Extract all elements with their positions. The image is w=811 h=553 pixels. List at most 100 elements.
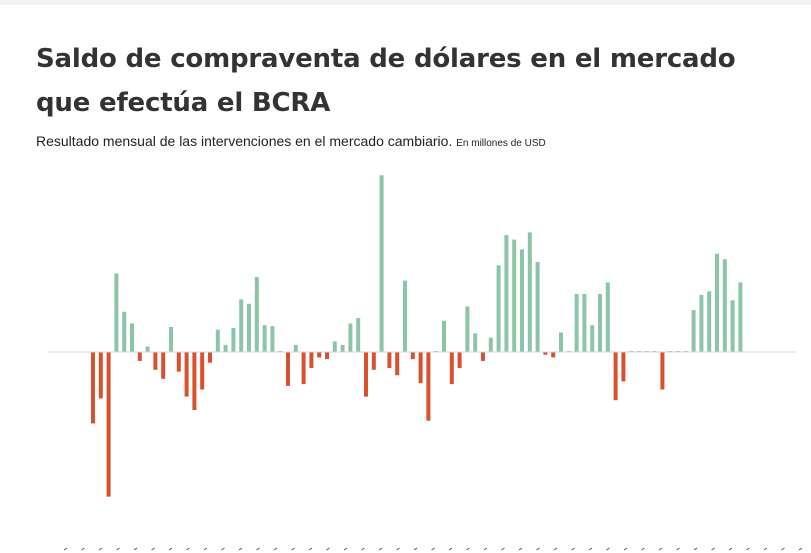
bar-12: [184, 352, 189, 397]
x-tick-35: [676, 547, 680, 551]
x-tick-39: [746, 547, 750, 551]
bar-55: [520, 249, 524, 352]
bar-67: [613, 352, 618, 401]
x-tick-1: [81, 547, 85, 551]
x-tick-41: [781, 547, 785, 551]
bar-37: [379, 175, 384, 352]
bar-81: [722, 259, 727, 352]
x-tick-6: [168, 547, 173, 551]
x-tick-25: [501, 547, 505, 551]
x-tick-3: [116, 547, 120, 551]
bar-42: [418, 352, 423, 384]
top-strip: [0, 0, 811, 5]
bars-group: [91, 175, 743, 497]
bar-11: [176, 352, 181, 372]
x-tick-18: [378, 547, 383, 551]
bar-30: [325, 352, 329, 360]
x-tick-8: [203, 547, 208, 551]
chart-title: Saldo de compraventa de dólares en el me…: [36, 44, 736, 118]
bar-20: [247, 303, 251, 352]
x-tick-27: [536, 547, 540, 551]
x-tick-4: [133, 547, 138, 551]
bar-65: [598, 294, 602, 352]
x-tick-40: [763, 547, 768, 551]
bar-63: [582, 294, 587, 352]
bar-62: [574, 294, 579, 352]
bar-46: [449, 352, 454, 385]
x-tick-12: [273, 547, 278, 551]
bar-0: [91, 352, 95, 424]
bar-54: [512, 239, 517, 352]
x-tick-37: [711, 547, 715, 551]
bar-48: [465, 306, 470, 352]
x-tick-42: [798, 547, 803, 551]
bar-21: [254, 277, 259, 352]
bar-78: [699, 294, 704, 352]
bar-77: [691, 310, 696, 352]
unit-label: En millones de USD: [456, 138, 546, 149]
subtitle-text: Resultado mensual de las intervenciones …: [36, 133, 453, 149]
bar-14: [200, 352, 205, 390]
bar-66: [605, 282, 610, 352]
x-tick-15: [326, 547, 330, 551]
x-tick-16: [343, 547, 348, 551]
x-tick-31: [606, 547, 610, 551]
bar-25: [286, 352, 290, 386]
bar-3: [114, 273, 119, 352]
bar-40: [403, 280, 407, 352]
x-tick-21: [431, 547, 435, 551]
bar-19: [239, 299, 244, 352]
x-tick-9: [221, 547, 225, 551]
bar-1: [98, 352, 103, 399]
bar-34: [356, 318, 361, 352]
x-tick-22: [448, 547, 453, 551]
x-tick-29: [571, 547, 575, 551]
bar-5: [130, 323, 134, 352]
bar-15: [208, 352, 212, 363]
x-tick-10: [238, 547, 243, 551]
x-tick-5: [151, 547, 155, 551]
x-tick-33: [641, 547, 645, 551]
x-tick-36: [693, 547, 698, 551]
x-tick-11: [256, 547, 260, 551]
x-tick-7: [186, 547, 190, 551]
x-tick-17: [361, 547, 365, 551]
bar-53: [504, 235, 509, 352]
x-tick-14: [308, 547, 313, 551]
x-tick-34: [658, 547, 663, 551]
bar-17: [223, 344, 228, 352]
bar-73: [660, 352, 665, 390]
bar-59: [551, 352, 556, 358]
bar-38: [387, 352, 392, 369]
bar-16: [215, 329, 220, 352]
bar-80: [715, 253, 719, 352]
bar-45: [442, 320, 446, 352]
x-axis-ticks: [63, 547, 803, 551]
bar-57: [535, 261, 540, 352]
x-tick-24: [483, 547, 488, 551]
bar-13: [192, 352, 197, 410]
chart-subtitle: Resultado mensual de las intervenciones …: [36, 133, 796, 149]
bar-83: [738, 282, 743, 352]
x-tick-38: [728, 547, 733, 551]
x-tick-2: [98, 547, 103, 551]
x-tick-13: [291, 547, 295, 551]
bar-chart: [48, 175, 803, 551]
bar-7: [145, 346, 150, 352]
bar-6: [137, 352, 142, 361]
bar-18: [231, 327, 236, 352]
bar-58: [543, 352, 548, 355]
x-tick-20: [413, 547, 418, 551]
x-tick-0: [63, 547, 68, 551]
bar-29: [317, 352, 322, 358]
bar-39: [395, 352, 400, 376]
bar-28: [309, 352, 314, 369]
bar-27: [301, 352, 306, 385]
bar-9: [161, 352, 166, 379]
bar-52: [496, 265, 501, 352]
bar-8: [153, 352, 158, 370]
bar-56: [527, 232, 532, 352]
x-tick-32: [623, 547, 628, 551]
bar-49: [473, 333, 478, 352]
x-tick-28: [553, 547, 558, 551]
